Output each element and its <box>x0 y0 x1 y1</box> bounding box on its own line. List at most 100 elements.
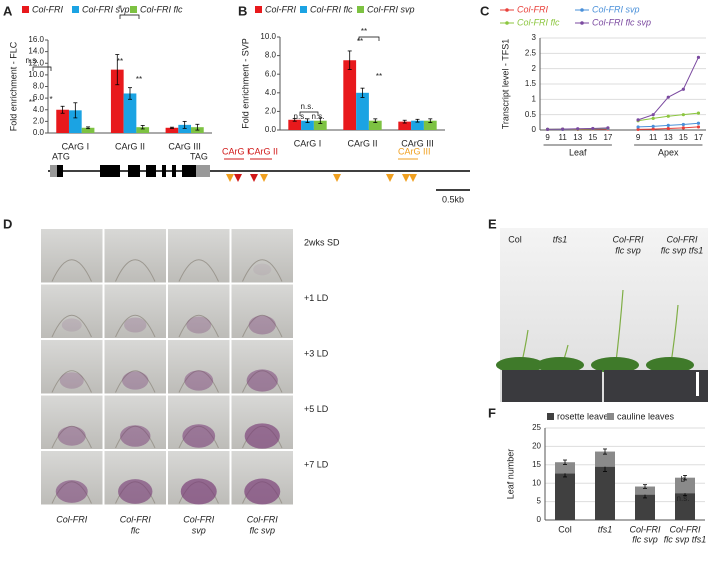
micrograph <box>231 229 293 283</box>
point <box>681 113 685 117</box>
error-bar <box>60 105 65 114</box>
error-bar <box>292 117 297 122</box>
point <box>651 124 655 128</box>
pot <box>502 370 602 402</box>
x-tick-label: 13 <box>664 133 673 142</box>
legend-marker <box>505 21 509 25</box>
error-bar <box>373 118 378 123</box>
y-tick-label: 1.5 <box>525 79 537 88</box>
tissue <box>178 315 219 338</box>
point <box>651 113 655 117</box>
legend-swatch <box>357 6 364 13</box>
bar <box>110 69 124 133</box>
image-tile <box>41 395 103 449</box>
x-tick-label: CArG III <box>401 138 434 148</box>
tissue <box>51 315 92 338</box>
site-label: CArG I <box>222 146 250 156</box>
x-tick-label: 17 <box>694 133 703 142</box>
legend-marker <box>580 21 584 25</box>
error-bar <box>169 126 174 129</box>
micrograph <box>168 451 230 505</box>
column-label: flc <box>131 525 141 535</box>
error-bar <box>305 118 310 123</box>
error-bar <box>182 120 187 129</box>
point <box>606 126 610 130</box>
bar <box>56 109 69 133</box>
image-tile <box>41 340 103 394</box>
x-tick-label: Col-FRI <box>670 524 701 534</box>
error-bar <box>128 87 132 100</box>
pot <box>604 370 708 402</box>
legend-label: Col-FRI flc <box>310 4 353 14</box>
error-bar <box>603 448 607 455</box>
micrograph <box>104 284 166 338</box>
error-bar <box>86 126 91 130</box>
bar <box>368 120 382 130</box>
stain <box>246 369 278 392</box>
micrograph <box>231 451 293 505</box>
point <box>666 95 670 99</box>
legend-swatch <box>300 6 307 13</box>
bar <box>123 93 137 133</box>
y-axis-label: Transcript level - TFS1 <box>500 39 510 130</box>
micrograph <box>104 395 166 449</box>
bar <box>411 120 424 130</box>
plant-label: Col <box>508 234 522 244</box>
y-axis-label: Fold enrichment - SVP <box>240 38 250 129</box>
bar <box>398 121 412 130</box>
x-tick-label: 11 <box>558 133 567 142</box>
bar-segment <box>675 493 695 520</box>
point <box>651 127 655 131</box>
stain <box>55 480 88 503</box>
panel-label: A <box>3 3 13 18</box>
legend-marker <box>505 8 509 12</box>
annotation: ** <box>357 37 363 46</box>
row-label: +5 LD <box>304 404 329 414</box>
stain <box>122 371 149 390</box>
panel-label: F <box>488 405 496 420</box>
annotation: n.s. <box>677 494 690 503</box>
y-tick-label: 6.0 <box>265 69 277 78</box>
point <box>651 116 655 120</box>
micrograph <box>41 229 103 283</box>
y-tick-label: 8.0 <box>33 82 45 91</box>
point <box>636 125 640 129</box>
column-label: Col-FRI <box>56 514 87 524</box>
image-tile <box>168 340 230 394</box>
micrograph <box>168 284 230 338</box>
x-tick-label: Col <box>558 524 572 534</box>
bar <box>301 120 314 130</box>
row-label: +7 LD <box>304 459 329 469</box>
image-tile <box>168 284 230 338</box>
micrograph <box>104 229 166 283</box>
stain <box>180 478 217 505</box>
point <box>561 127 565 131</box>
error-bar <box>347 50 352 70</box>
point <box>636 127 640 131</box>
plant-label: Col-FRI <box>667 234 698 244</box>
micrograph <box>104 340 166 394</box>
tissue <box>115 315 156 338</box>
bar <box>81 127 95 133</box>
annotation: ** <box>361 27 367 36</box>
panel-label: B <box>238 3 247 18</box>
point <box>545 127 550 131</box>
image-tile <box>231 284 293 338</box>
stain <box>186 316 212 334</box>
point <box>666 123 670 127</box>
y-tick-label: 20 <box>532 442 541 451</box>
y-tick-label: 10.0 <box>28 70 44 79</box>
y-tick-label: 25 <box>532 423 541 432</box>
bar-segment <box>675 477 695 494</box>
group-label: Leaf <box>569 147 587 157</box>
error-bar <box>563 459 567 465</box>
x-tick-label: 9 <box>636 133 641 142</box>
stain <box>244 478 281 505</box>
legend-swatch <box>130 6 137 13</box>
row-label: +1 LD <box>304 293 329 303</box>
plants <box>496 289 708 402</box>
micrograph <box>41 340 103 394</box>
stain <box>244 423 280 449</box>
y-tick-label: 2.0 <box>265 107 277 116</box>
bracket <box>119 14 140 19</box>
